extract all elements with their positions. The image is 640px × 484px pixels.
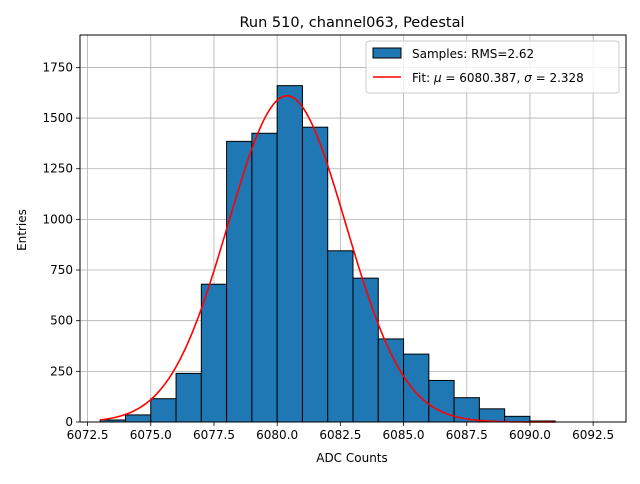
histogram-bar — [200, 283, 228, 423]
x-axis-label: ADC Counts — [316, 451, 388, 465]
histogram-bar — [377, 338, 405, 423]
gaussian-fit-line — [100, 95, 556, 423]
legend-samples-label: Samples: RMS=2.62 — [412, 47, 534, 61]
legend-fit-label: Fit: μ = 6080.387, σ = 2.328 — [412, 71, 584, 85]
y-tick-label: 750 — [50, 263, 73, 277]
y-axis-label: Entries — [15, 209, 29, 251]
histogram-bar — [175, 372, 202, 423]
histogram-bar — [403, 353, 430, 423]
x-tick-label: 6085.0 — [383, 428, 425, 442]
legend-box — [365, 40, 620, 94]
histogram-bar — [276, 85, 303, 423]
histogram-bar — [125, 414, 152, 423]
y-tick-label: 0 — [65, 415, 73, 429]
fit-line-group — [100, 95, 556, 423]
legend: Samples: RMS=2.62 Fit: μ = 6080.387, σ =… — [365, 40, 620, 94]
legend-samples-swatch — [372, 47, 402, 59]
histogram-bar — [150, 398, 177, 423]
x-tick-label: 6090.0 — [509, 428, 551, 442]
histogram-bar — [251, 132, 278, 423]
axes-frame — [79, 34, 627, 423]
histogram-bar — [226, 140, 253, 423]
x-tick-label: 6082.5 — [319, 428, 361, 442]
y-axis-ticks: 0 250 500 750 1000 1250 1500 1750 — [42, 60, 80, 429]
y-tick-label: 500 — [50, 314, 73, 328]
histogram-bar — [301, 126, 329, 423]
x-tick-label: 6075.0 — [130, 428, 172, 442]
y-tick-label: 1000 — [42, 212, 73, 226]
histogram-bar — [352, 277, 379, 423]
y-tick-label: 250 — [50, 364, 73, 378]
x-axis-ticks: 6072.5 6075.0 6077.5 6080.0 6082.5 6085.0 6087… — [67, 422, 614, 442]
histogram-bar — [327, 250, 354, 423]
x-tick-label: 6080.0 — [256, 428, 298, 442]
y-tick-label: 1750 — [42, 60, 73, 74]
x-tick-label: 6077.5 — [193, 428, 235, 442]
y-tick-label: 1500 — [42, 111, 73, 125]
x-tick-label: 6072.5 — [67, 428, 109, 442]
x-tick-label: 6092.5 — [572, 428, 614, 442]
histogram-bars — [99, 85, 556, 423]
x-tick-label: 6087.5 — [446, 428, 488, 442]
chart-title: Run 510, channel063, Pedestal — [239, 15, 464, 31]
y-tick-label: 1250 — [42, 162, 73, 176]
